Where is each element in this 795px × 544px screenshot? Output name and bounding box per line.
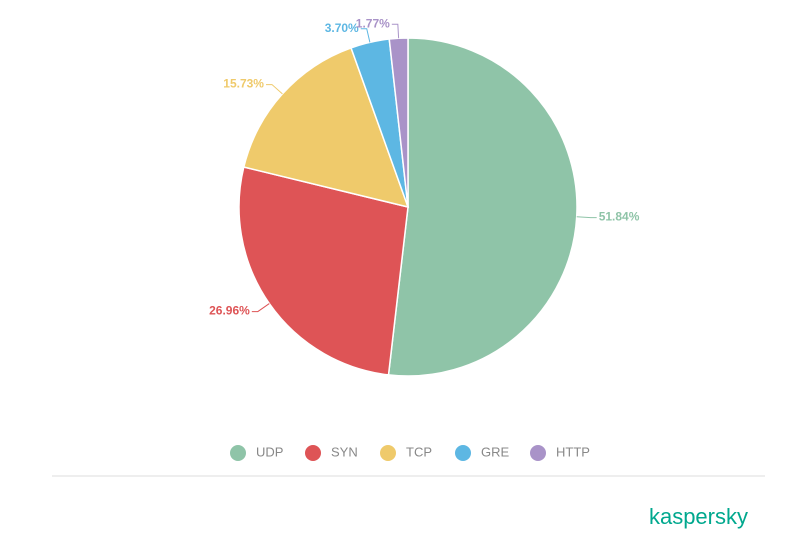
leader-line xyxy=(391,23,400,39)
leader-line xyxy=(251,303,270,313)
pie-slice xyxy=(387,37,578,377)
legend-swatch xyxy=(230,445,246,461)
legend-text: GRE xyxy=(481,444,510,459)
data-label: 15.73% xyxy=(223,77,264,91)
legend-swatch xyxy=(455,445,471,461)
leader-line xyxy=(360,28,371,43)
pie-slice xyxy=(238,166,409,376)
legend-swatch xyxy=(530,445,546,461)
brand-logo: kaspersky xyxy=(649,504,748,529)
legend-text: SYN xyxy=(331,444,358,459)
legend-swatch xyxy=(380,445,396,461)
leader-line xyxy=(576,216,597,219)
legend-text: HTTP xyxy=(556,444,590,459)
data-label: 3.70% xyxy=(325,21,359,35)
data-label: 51.84% xyxy=(599,210,640,224)
legend-swatch xyxy=(305,445,321,461)
legend-text: UDP xyxy=(256,444,283,459)
data-label: 1.77% xyxy=(356,16,390,30)
leader-line xyxy=(265,84,283,95)
legend-text: TCP xyxy=(406,444,432,459)
data-label: 26.96% xyxy=(209,304,250,318)
